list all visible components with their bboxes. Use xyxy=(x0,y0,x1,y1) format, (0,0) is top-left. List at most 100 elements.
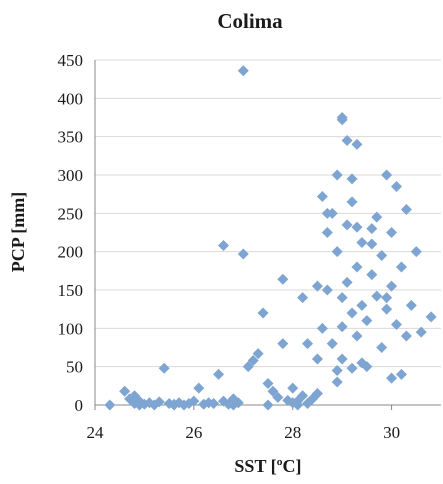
data-point xyxy=(400,330,412,342)
data-point xyxy=(302,338,314,350)
y-tick-label: 50 xyxy=(66,358,83,377)
data-point xyxy=(351,330,363,342)
data-point xyxy=(311,353,323,365)
data-point xyxy=(391,181,403,192)
data-point xyxy=(386,227,398,238)
data-point xyxy=(316,190,328,202)
data-point xyxy=(371,290,383,302)
data-point xyxy=(346,362,358,374)
x-tick-label: 26 xyxy=(185,423,202,442)
y-tick-label: 250 xyxy=(58,204,84,223)
data-point xyxy=(425,311,437,323)
data-point xyxy=(227,399,239,411)
data-point xyxy=(351,261,363,273)
data-point xyxy=(331,376,343,388)
data-point xyxy=(366,269,378,281)
data-point xyxy=(336,321,348,333)
data-point xyxy=(376,250,388,261)
chart-title: Colima xyxy=(217,9,283,33)
data-point xyxy=(208,397,220,409)
data-point xyxy=(336,112,348,123)
data-point xyxy=(213,368,225,380)
data-point xyxy=(351,138,363,150)
data-point xyxy=(386,372,398,384)
data-point xyxy=(381,292,393,304)
data-point xyxy=(336,353,348,365)
data-point xyxy=(104,399,116,411)
y-tick-label: 200 xyxy=(58,243,84,262)
data-point xyxy=(257,307,269,319)
data-point xyxy=(346,173,358,185)
data-point xyxy=(119,385,131,397)
y-tick-label: 100 xyxy=(58,319,84,338)
y-tick-label: 150 xyxy=(58,281,84,300)
data-point xyxy=(133,399,145,411)
data-point xyxy=(311,280,323,292)
data-point xyxy=(267,385,279,397)
data-point xyxy=(311,388,323,399)
data-point xyxy=(297,292,309,304)
data-point xyxy=(400,204,412,215)
data-point xyxy=(386,280,398,292)
data-point xyxy=(297,390,309,402)
data-point xyxy=(391,319,403,330)
data-point xyxy=(262,378,274,390)
data-point xyxy=(247,355,259,367)
x-tick-label: 28 xyxy=(284,423,301,442)
x-tick-label: 24 xyxy=(87,423,105,442)
data-point xyxy=(218,240,230,252)
data-point xyxy=(331,246,343,258)
data-point xyxy=(341,276,353,288)
data-point xyxy=(321,227,333,238)
data-point xyxy=(153,396,165,408)
data-point xyxy=(242,361,254,373)
y-tick-label: 300 xyxy=(58,166,84,185)
data-point xyxy=(331,365,343,376)
y-tick-label: 0 xyxy=(75,396,84,415)
data-point xyxy=(316,322,328,334)
y-tick-label: 450 xyxy=(58,51,84,70)
data-point xyxy=(346,307,358,319)
data-point xyxy=(237,65,249,77)
data-point xyxy=(346,196,358,208)
data-point xyxy=(356,299,368,311)
gridlines xyxy=(95,59,441,368)
data-point xyxy=(287,382,299,394)
data-point xyxy=(376,342,388,353)
y-tick-label: 350 xyxy=(58,128,84,147)
data-point xyxy=(168,399,180,411)
data-point xyxy=(395,261,407,273)
data-point xyxy=(237,248,249,260)
data-point xyxy=(272,391,284,403)
data-point xyxy=(381,303,393,315)
data-point xyxy=(415,326,427,338)
data-point xyxy=(341,219,353,231)
data-point xyxy=(188,395,200,407)
data-point xyxy=(356,236,368,248)
data-point xyxy=(371,211,383,223)
data-point xyxy=(193,382,205,394)
data-point xyxy=(341,135,353,146)
y-axis-label: PCP [mm] xyxy=(8,192,28,272)
data-point xyxy=(351,221,363,233)
data-point xyxy=(366,238,378,250)
x-tick-label: 30 xyxy=(383,423,400,442)
data-point xyxy=(356,357,368,369)
data-point xyxy=(321,207,333,219)
data-point xyxy=(331,169,343,181)
data-point xyxy=(262,399,274,411)
data-point xyxy=(326,338,338,350)
data-point xyxy=(277,338,289,350)
data-point xyxy=(405,299,417,311)
data-point xyxy=(395,368,407,380)
labels: 0 50 100 150 200 250 300 350 400 450 24 26 28 30 Colim… xyxy=(8,9,400,476)
y-tick-label: 400 xyxy=(58,89,84,108)
data-point xyxy=(277,273,289,285)
data-point xyxy=(381,169,393,181)
data-point xyxy=(410,246,422,258)
data-point xyxy=(336,292,348,304)
data-point xyxy=(292,399,304,411)
data-points xyxy=(104,65,437,411)
